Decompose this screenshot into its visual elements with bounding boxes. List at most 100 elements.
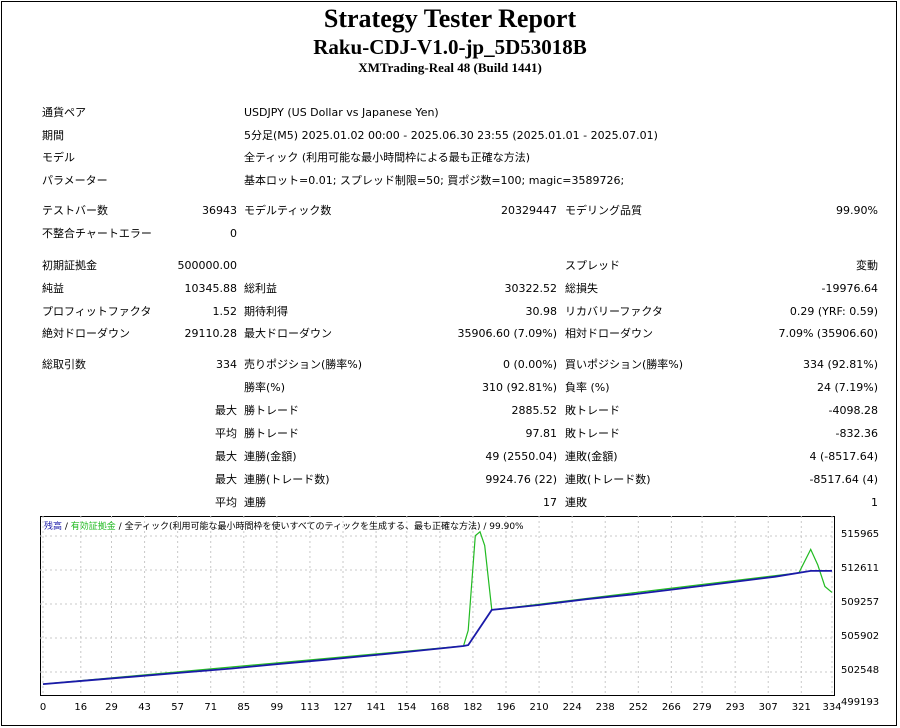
- x-tick-label: 113: [300, 702, 320, 713]
- stat-label: 連敗(トレード数): [565, 473, 651, 486]
- equity-line: [42, 530, 833, 685]
- x-tick-label: 16: [74, 702, 88, 713]
- stat-label: 連勝(金額): [244, 450, 297, 463]
- stat-value: 最大: [215, 404, 237, 417]
- x-tick-label: 71: [204, 702, 218, 713]
- x-tick-label: 85: [237, 702, 251, 713]
- x-tick-label: 238: [595, 702, 615, 713]
- stat-value: -4098.28: [828, 404, 878, 417]
- y-tick-label: 499193: [841, 697, 880, 708]
- stat-label: 最大ドローダウン: [244, 327, 332, 340]
- server-name: XMTrading-Real 48 (Build 1441): [358, 60, 542, 75]
- info-value: 全ティック (利用可能な最小時間枠による最も正確な方法): [244, 151, 531, 164]
- x-tick-label: 196: [496, 702, 516, 713]
- report-title: Strategy Tester Report: [323, 4, 577, 33]
- stat-value: 変動: [856, 259, 878, 272]
- chart-legend: 残高 / 有効証拠金 / 全ティック(利用可能な最小時間枠を使いすべてのティック…: [44, 519, 524, 532]
- stat-label: 期待利得: [244, 305, 288, 318]
- x-tick-label: 99: [270, 702, 284, 713]
- stat-value: 500000.00: [177, 259, 238, 272]
- stat-label: リカバリーファクタ: [565, 305, 663, 318]
- x-tick-label: 321: [791, 702, 811, 713]
- y-tick-label: 515965: [841, 529, 880, 540]
- stat-value: 35906.60 (7.09%): [457, 327, 557, 340]
- legend-sep: /: [115, 522, 125, 532]
- x-tick-label: 182: [463, 702, 483, 713]
- x-tick-label: 334: [822, 702, 842, 713]
- stat-value: -832.36: [835, 427, 878, 440]
- stat-value: 30.98: [525, 305, 558, 318]
- info-label: 通貨ペア: [42, 106, 86, 119]
- stat-label: スプレッド: [565, 259, 620, 272]
- stat-value: 10345.88: [184, 282, 238, 295]
- stat-label: プロフィットファクタ: [42, 305, 152, 318]
- stat-label: 相対ドローダウン: [565, 327, 653, 340]
- stat-value: 29110.28: [184, 327, 238, 340]
- stat-label: 連敗(金額): [565, 450, 618, 463]
- legend-quality: 99.90%: [489, 522, 524, 532]
- stat-value: 99.90%: [836, 204, 878, 217]
- x-tick-label: 293: [725, 702, 745, 713]
- chart-border: [40, 516, 835, 696]
- balance-line: [42, 570, 832, 685]
- stat-label: 初期証拠金: [42, 259, 97, 272]
- x-tick-label: 0: [39, 702, 47, 713]
- legend-balance: 残高: [44, 522, 63, 532]
- stat-value: 最大: [215, 473, 237, 486]
- stat-label: 総損失: [565, 282, 598, 295]
- stat-value: 4 (-8517.64): [809, 450, 878, 463]
- stat-label: 敗トレード: [565, 404, 620, 417]
- x-tick-label: 127: [333, 702, 353, 713]
- stat-value: 2885.52: [511, 404, 558, 417]
- stat-value: 7.09% (35906.60): [778, 327, 878, 340]
- y-tick-label: 505902: [841, 631, 880, 642]
- stat-value: 310 (92.81%): [481, 381, 557, 394]
- stat-value: 0: [230, 227, 237, 240]
- x-tick-label: 266: [661, 702, 681, 713]
- stat-label: 敗トレード: [565, 427, 620, 440]
- info-value: USDJPY (US Dollar vs Japanese Yen): [244, 106, 439, 119]
- y-tick-label: 502548: [841, 665, 880, 676]
- stat-value: 最大: [215, 450, 237, 463]
- stat-value: 9924.76 (22): [485, 473, 557, 486]
- stat-label: 絶対ドローダウン: [42, 327, 130, 340]
- stat-value: 0 (0.00%): [502, 358, 557, 371]
- x-tick-label: 43: [138, 702, 151, 713]
- info-value: 5分足(M5) 2025.01.02 00:00 - 2025.06.30 23…: [244, 129, 658, 142]
- stat-label: 売りポジション(勝率%): [244, 358, 363, 371]
- stat-value: 334 (92.81%): [802, 358, 878, 371]
- stat-label: 総利益: [244, 282, 277, 295]
- stat-label: 連敗: [565, 496, 587, 509]
- balance-chart: [40, 516, 835, 696]
- info-value: 基本ロット=0.01; スプレッド制限=50; 買ポジ数=100; magic=…: [244, 174, 625, 187]
- stat-label: 連勝: [244, 496, 266, 509]
- stat-label: 勝率(%): [244, 381, 286, 394]
- stat-label: 純益: [42, 282, 64, 295]
- x-tick-label: 29: [105, 702, 118, 713]
- stat-value: 1: [871, 496, 878, 509]
- stat-label: 買いポジション(勝率%): [565, 358, 684, 371]
- stat-value: 36943: [202, 204, 237, 217]
- y-tick-label: 512611: [841, 563, 880, 574]
- x-tick-label: 307: [758, 702, 778, 713]
- x-tick-label: 154: [397, 702, 417, 713]
- stat-label: モデルティック数: [244, 204, 332, 217]
- x-tick-label: 141: [366, 702, 386, 713]
- info-label: モデル: [42, 151, 75, 164]
- stat-value: -8517.64 (4): [809, 473, 878, 486]
- stat-label: 連勝(トレード数): [244, 473, 330, 486]
- stat-value: 20329447: [501, 204, 557, 217]
- legend-model: 全ティック(利用可能な最小時間枠を使いすべてのティックを生成する、最も正確な方法…: [124, 522, 481, 532]
- stat-label: 勝トレード: [244, 404, 299, 417]
- legend-sep: /: [62, 522, 71, 532]
- x-tick-label: 279: [692, 702, 712, 713]
- stat-value: 334: [216, 358, 237, 371]
- stat-value: 0.29 (YRF: 0.59): [789, 305, 878, 318]
- stat-value: 30322.52: [504, 282, 558, 295]
- stat-value: 24 (7.19%): [816, 381, 878, 394]
- stat-value: 平均: [215, 427, 237, 440]
- stat-label: 勝トレード: [244, 427, 299, 440]
- x-tick-label: 168: [430, 702, 450, 713]
- legend-sep: /: [480, 522, 490, 532]
